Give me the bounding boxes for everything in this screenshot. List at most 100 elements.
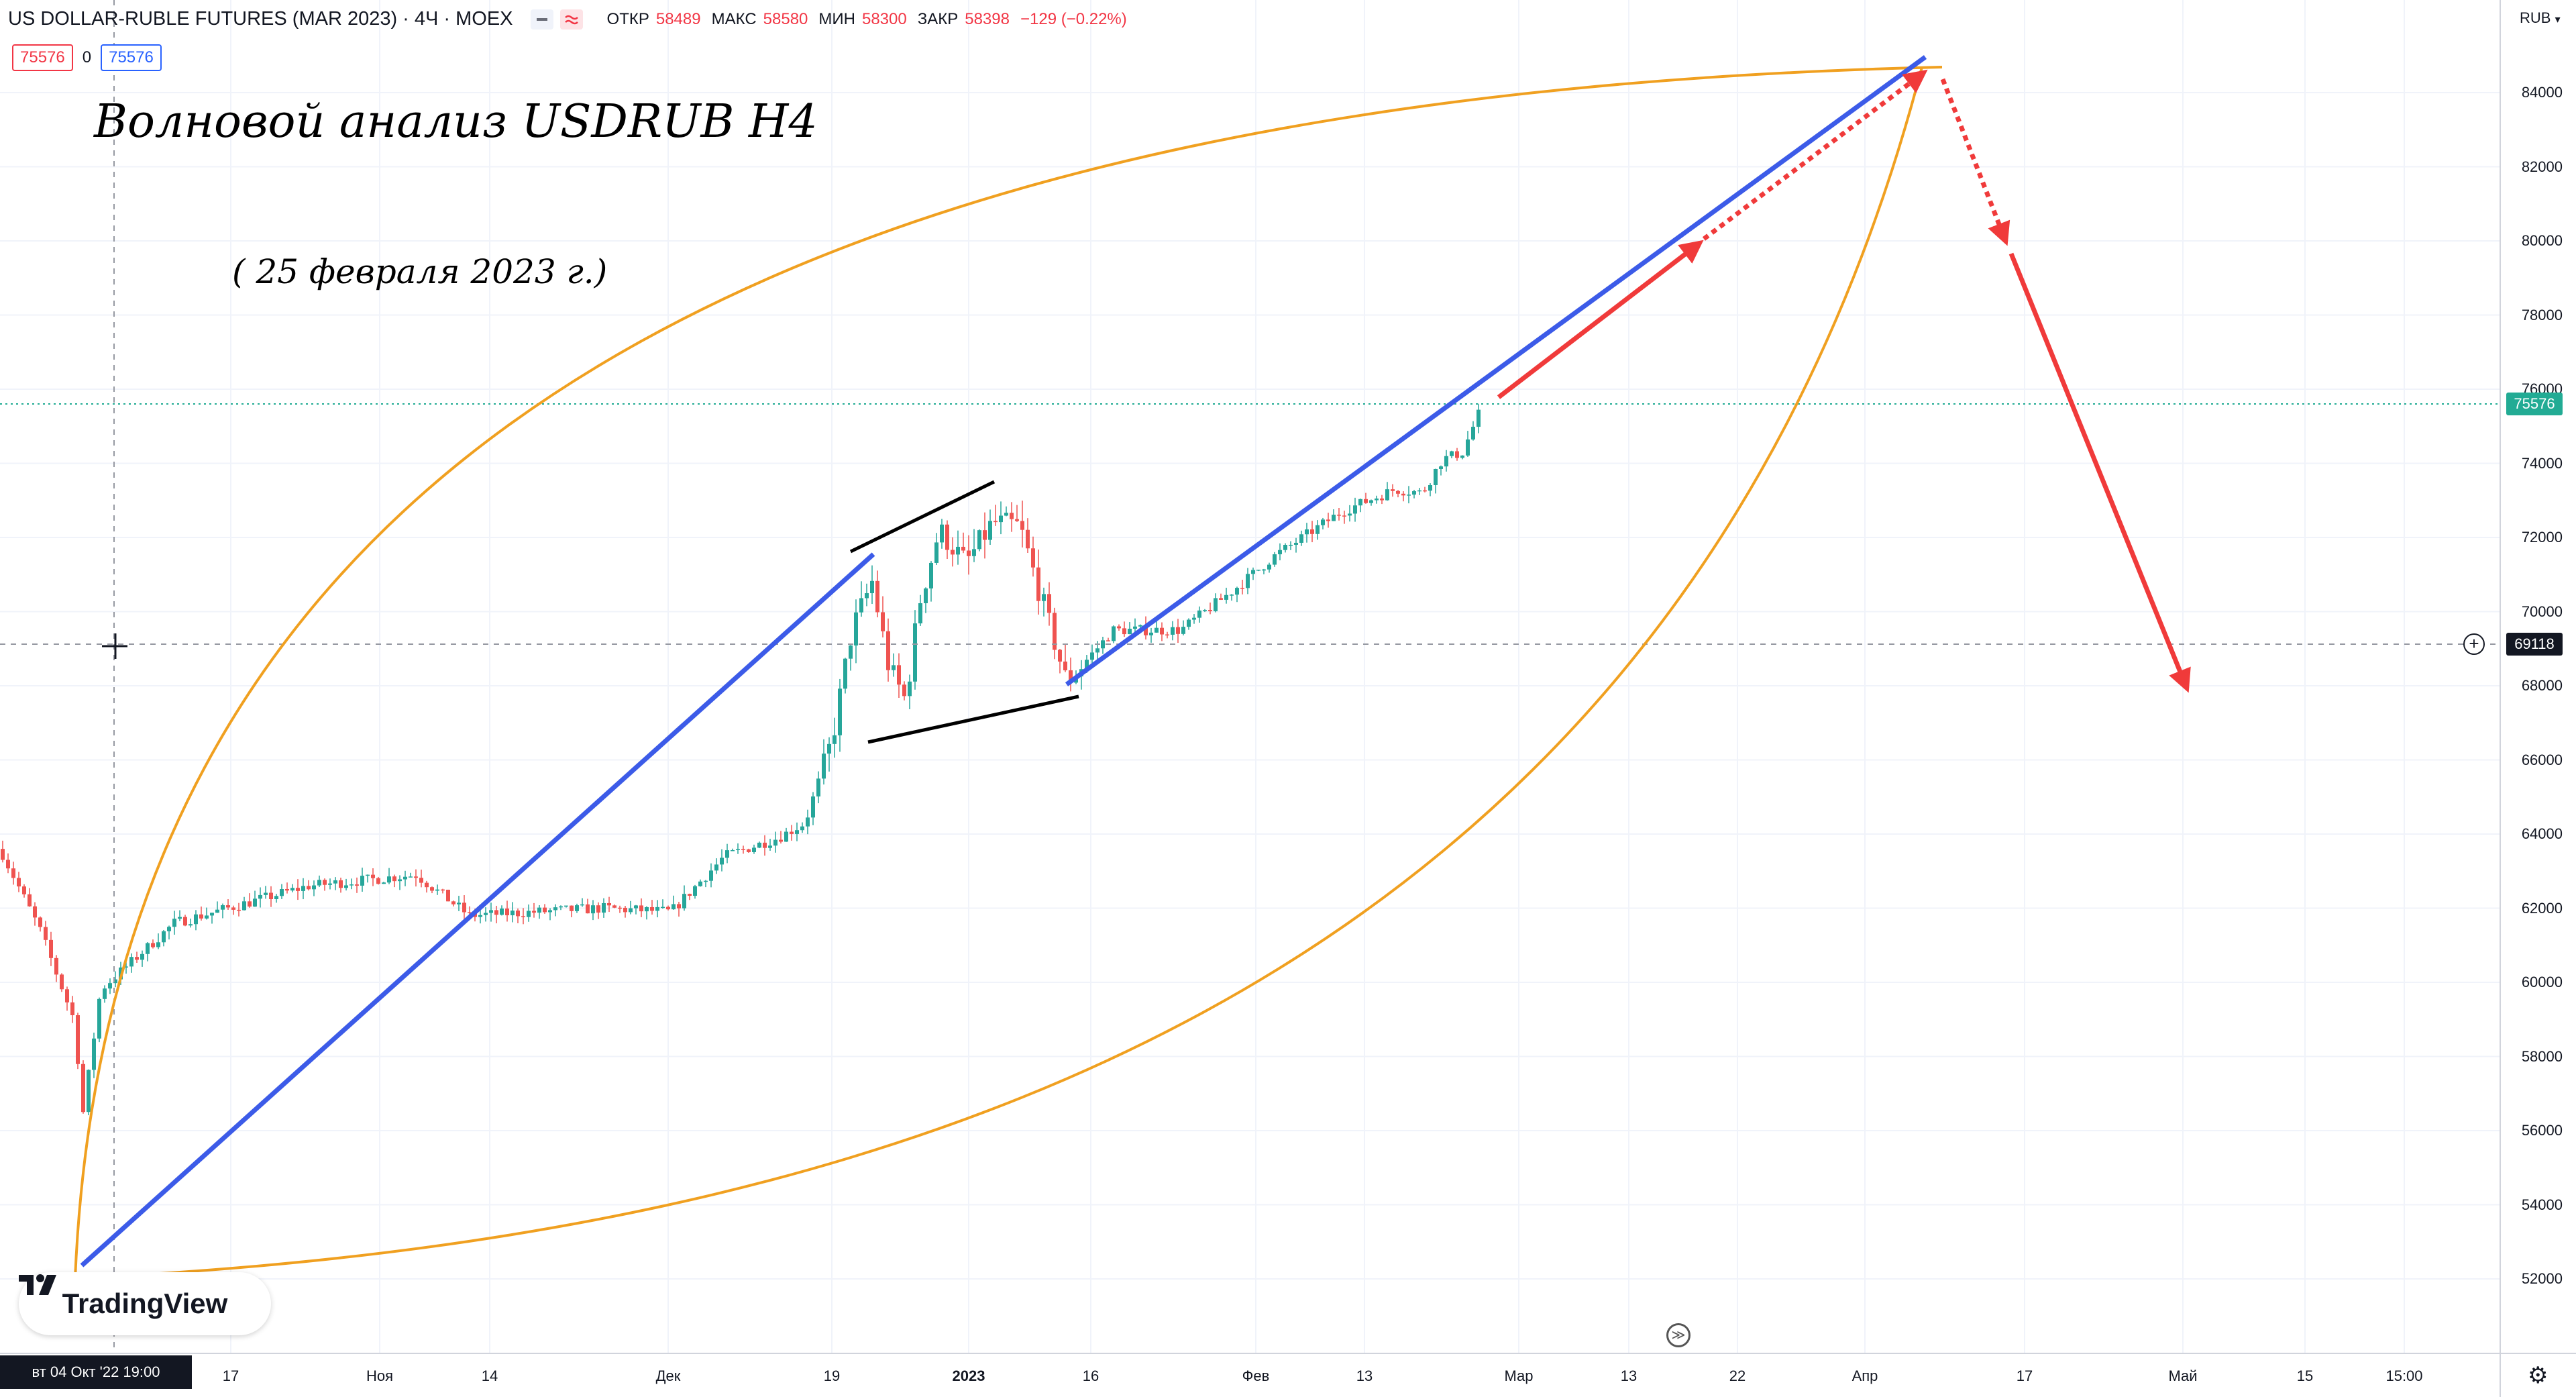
candle-body <box>682 894 686 909</box>
candle-body <box>425 882 429 888</box>
chart-canvas[interactable] <box>0 0 2500 1353</box>
candle-body <box>1332 515 1336 521</box>
candle-body <box>1165 634 1169 636</box>
candle-body <box>355 884 359 886</box>
candle-body <box>865 593 869 599</box>
candle-body <box>859 598 863 613</box>
price-tick-label: 82000 <box>2521 158 2563 175</box>
candle-body <box>435 889 439 891</box>
candle-body <box>1385 489 1389 501</box>
candle-body <box>591 905 595 914</box>
candle-body <box>489 910 493 913</box>
candle-body <box>1477 409 1481 427</box>
currency-selector[interactable]: RUB ▾ <box>2520 9 2561 26</box>
candle-body <box>468 912 472 914</box>
candle-body <box>886 631 890 670</box>
candle-body <box>253 898 257 907</box>
candle-body <box>344 885 348 888</box>
candle-body <box>1224 594 1228 600</box>
candle-body <box>779 839 783 842</box>
time-tick-label: 2023 <box>952 1367 985 1384</box>
candle-body <box>162 931 166 943</box>
price-axis[interactable]: RUB ▾ 84000 82000 80000 78000 76000 74000 7200… <box>2463 0 2576 1353</box>
crosshair-cursor-icon <box>102 633 127 659</box>
candle-body <box>205 915 209 919</box>
candle-body <box>924 588 928 603</box>
candle-body <box>629 908 633 913</box>
candle-body <box>1369 500 1373 503</box>
chart-plot-area[interactable]: US DOLLAR-RUBLE FUTURES (MAR 2023) · 4Ч … <box>0 0 2500 1353</box>
candle-body <box>33 906 37 918</box>
candle-body <box>1122 628 1126 635</box>
time-axis[interactable]: 17 Ноя 14 Дек 19 2023 16 Фев 13 Мар 13 22 Апр 17 Май 15… <box>0 1353 2500 1397</box>
candle-body <box>54 958 58 975</box>
candle-body <box>215 909 219 913</box>
candle-body <box>1471 427 1475 439</box>
candle-body <box>612 905 616 908</box>
candle-body <box>189 924 193 926</box>
candle-body <box>382 882 386 884</box>
candle-body <box>339 880 343 888</box>
candle-body <box>371 874 375 878</box>
candle-body <box>1380 498 1384 501</box>
candle-body <box>1466 439 1470 456</box>
candle-body <box>1428 484 1432 491</box>
candle-body <box>462 902 466 913</box>
candle-body <box>360 876 364 886</box>
candle-body <box>1267 564 1271 570</box>
candle-body <box>1176 627 1180 634</box>
candle-body <box>221 905 225 910</box>
forecast-arrow-4 <box>2008 252 2191 693</box>
tradingview-logo-text: TradingView <box>62 1288 228 1319</box>
candle-body <box>913 623 917 682</box>
candle-body <box>1155 627 1159 633</box>
compare-icon[interactable] <box>559 9 583 30</box>
sell-price-button[interactable]: 75576 <box>12 44 73 71</box>
scroll-to-realtime-icon[interactable]: ≫ <box>1666 1323 1690 1347</box>
candle-body <box>1 849 5 860</box>
candle-body <box>999 515 1003 523</box>
candle-body <box>994 521 998 523</box>
candle-body <box>129 957 133 967</box>
price-tick-label: 78000 <box>2521 306 2563 323</box>
tradingview-logo[interactable]: TradingView <box>19 1272 271 1335</box>
candle-body <box>940 524 944 543</box>
candle-body <box>430 887 434 891</box>
settings-corner[interactable]: ⚙ <box>2500 1353 2576 1397</box>
spread-value: 0 <box>82 48 92 66</box>
candle-body <box>1337 515 1341 516</box>
time-tick-label: Фев <box>1242 1367 1270 1384</box>
candle-body <box>494 910 498 915</box>
candle-body <box>1407 495 1411 496</box>
candle-body <box>870 580 874 594</box>
add-alert-icon[interactable]: + <box>2463 633 2485 655</box>
candle-body <box>983 530 987 540</box>
candle-body <box>1240 588 1244 589</box>
time-tick-label: 15 <box>2296 1367 2314 1384</box>
candle-body <box>548 910 552 913</box>
candle-body <box>892 665 896 670</box>
candle-body <box>1305 529 1309 535</box>
candle-body <box>1058 650 1062 662</box>
candle-body <box>1197 610 1201 618</box>
candle-body <box>28 894 32 907</box>
symbol-title[interactable]: US DOLLAR-RUBLE FUTURES (MAR 2023) · 4Ч … <box>8 8 513 30</box>
hide-legend-icon[interactable] <box>530 9 553 30</box>
candle-body <box>350 884 354 886</box>
gear-icon[interactable]: ⚙ <box>2528 1363 2548 1388</box>
candle-body <box>151 943 155 947</box>
candle-body <box>376 878 380 884</box>
candle-body <box>1187 619 1191 627</box>
candle-body <box>790 831 794 834</box>
candle-body <box>38 917 42 927</box>
price-tick-label: 72000 <box>2521 529 2563 546</box>
candle-body <box>1015 519 1019 521</box>
candle-body <box>564 905 568 907</box>
candle-body <box>1401 493 1405 496</box>
candle-body <box>1181 627 1185 634</box>
buy-price-button[interactable]: 75576 <box>101 44 162 71</box>
candle-body <box>945 524 949 550</box>
close-value: 58398 <box>965 9 1010 28</box>
candle-body <box>49 939 53 958</box>
candle-body <box>1128 629 1132 635</box>
